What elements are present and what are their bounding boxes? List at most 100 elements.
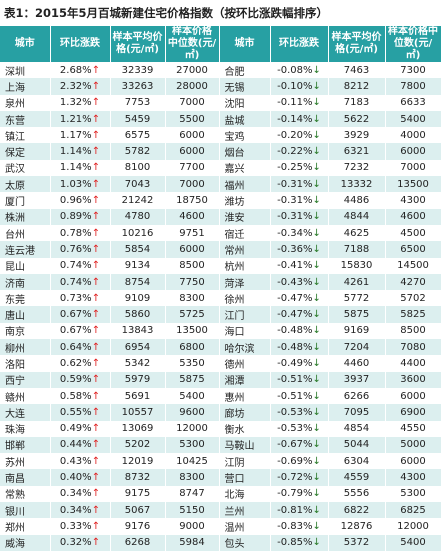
change-cell: 0.76%↑ — [50, 241, 111, 258]
change-value: 1.14% — [59, 146, 92, 158]
change-cell: -0.53%↓ — [270, 420, 329, 437]
change-value: 0.73% — [59, 292, 92, 304]
change-arrow: ↑ — [91, 80, 101, 92]
avg-price-cell: 8100 — [110, 159, 166, 177]
avg-price-cell: 6304 — [328, 453, 386, 470]
median-price-cell: 18750 — [165, 192, 220, 209]
city-cell: 邯郸 — [0, 436, 51, 454]
city-cell: 武汉 — [0, 159, 51, 177]
table-row: 威海 0.32%↑ 6268 5984 包头 -0.85%↓ 5372 5400 — [0, 534, 441, 551]
change-arrow: ↑ — [91, 488, 101, 500]
median-price-cell: 7000 — [165, 176, 220, 193]
change-cell: -0.67%↓ — [270, 436, 329, 454]
table-row: 镇江 1.17%↑ 6575 6000 宝鸡 -0.20%↓ 3929 4000 — [0, 127, 441, 144]
change-arrow: ↑ — [91, 390, 101, 402]
median-price-cell: 7750 — [165, 273, 220, 291]
city-cell: 东营 — [0, 110, 51, 128]
median-price-cell: 6000 — [385, 387, 441, 405]
change-cell: 1.14%↑ — [50, 143, 111, 160]
change-cell: 2.32%↑ — [50, 78, 111, 95]
change-arrow: ↓ — [312, 504, 321, 516]
change-cell: 0.62%↑ — [50, 355, 111, 372]
avg-price-cell: 4854 — [328, 420, 386, 437]
change-cell: -0.69%↓ — [270, 453, 329, 470]
avg-price-cell: 8754 — [110, 273, 166, 291]
change-cell: 2.68%↑ — [50, 62, 111, 79]
city-cell: 江阴 — [219, 453, 271, 470]
avg-price-cell: 9175 — [110, 485, 166, 503]
city-cell: 海口 — [219, 322, 271, 340]
change-value: 0.78% — [59, 227, 92, 239]
change-cell: -0.53%↓ — [270, 404, 329, 421]
city-cell: 济南 — [0, 273, 51, 291]
change-cell: -0.31%↓ — [270, 176, 329, 193]
change-cell: 0.40%↑ — [50, 469, 111, 486]
city-cell: 台州 — [0, 224, 51, 242]
change-value: -0.43% — [277, 276, 313, 288]
city-cell: 柳州 — [0, 339, 51, 356]
change-arrow: ↑ — [91, 243, 101, 255]
change-cell: 0.49%↑ — [50, 420, 111, 437]
change-value: 0.67% — [59, 309, 92, 321]
change-cell: 0.55%↑ — [50, 404, 111, 421]
change-cell: -0.47%↓ — [270, 306, 329, 323]
city-cell: 潍坊 — [219, 192, 271, 209]
median-price-cell: 4000 — [385, 127, 441, 144]
table-row: 常熟 0.34%↑ 9175 8747 北海 -0.79%↓ 5556 5300 — [0, 485, 441, 503]
table-row: 厦门 0.96%↑ 21242 18750 潍坊 -0.31%↓ 4486 4300 — [0, 192, 441, 209]
change-arrow: ↓ — [312, 195, 321, 207]
change-cell: 0.67%↑ — [50, 306, 111, 323]
table-row: 唐山 0.67%↑ 5860 5725 江门 -0.47%↓ 5875 5825 — [0, 306, 441, 323]
table-row: 珠海 0.49%↑ 13069 12000 衡水 -0.53%↓ 4854 4550 — [0, 420, 441, 437]
city-cell: 郑州 — [0, 518, 51, 535]
change-value: -0.31% — [277, 195, 313, 207]
change-arrow: ↑ — [91, 113, 101, 125]
change-arrow: ↑ — [91, 292, 101, 304]
city-cell: 唐山 — [0, 306, 51, 323]
change-arrow: ↓ — [312, 488, 321, 500]
header-cell: 环比涨跌 — [270, 26, 329, 62]
change-arrow: ↑ — [91, 178, 101, 190]
change-arrow: ↑ — [91, 325, 101, 337]
change-cell: 0.43%↑ — [50, 453, 111, 470]
title: 表1：2015年5月百城新建住宅价格指数（按环比涨跌幅排序） — [4, 6, 329, 20]
change-arrow: ↑ — [91, 341, 101, 353]
avg-price-cell: 5067 — [110, 502, 166, 519]
avg-price-cell: 10557 — [110, 404, 166, 421]
avg-price-cell: 7753 — [110, 94, 166, 111]
change-value: 0.62% — [59, 357, 92, 369]
change-cell: -0.85%↓ — [270, 534, 329, 551]
change-arrow: ↑ — [91, 537, 101, 549]
city-cell: 赣州 — [0, 387, 51, 405]
median-price-cell: 28000 — [165, 78, 220, 95]
avg-price-cell: 9169 — [328, 322, 386, 340]
city-cell: 深圳 — [0, 62, 51, 79]
table-row: 柳州 0.64%↑ 6954 6800 哈尔滨 -0.48%↓ 7204 7080 — [0, 339, 441, 356]
change-arrow: ↑ — [91, 129, 101, 141]
table-row: 大连 0.55%↑ 10557 9600 廊坊 -0.53%↓ 7095 6900 — [0, 404, 441, 421]
median-price-cell: 4400 — [385, 355, 441, 372]
avg-price-cell: 4460 — [328, 355, 386, 372]
avg-price-cell: 4625 — [328, 224, 386, 242]
change-cell: -0.48%↓ — [270, 339, 329, 356]
change-cell: -0.11%↓ — [270, 94, 329, 111]
change-value: -0.08% — [277, 64, 313, 76]
city-cell: 上海 — [0, 78, 51, 95]
city-cell: 威海 — [0, 534, 51, 551]
table-row: 洛阳 0.62%↑ 5342 5350 德州 -0.49%↓ 4460 4400 — [0, 355, 441, 372]
median-price-cell: 3600 — [385, 371, 441, 388]
change-arrow: ↓ — [312, 113, 321, 125]
change-arrow: ↓ — [312, 227, 321, 239]
change-cell: 1.14%↑ — [50, 159, 111, 177]
change-cell: -0.43%↓ — [270, 273, 329, 291]
city-cell: 兰州 — [219, 502, 271, 519]
change-value: 0.76% — [59, 243, 92, 255]
price-table: 城市 环比涨跌 样本平均价格(元/㎡) 样本价格中位数(元/㎡) 城市 环比涨跌 样本平均价… — [0, 26, 441, 551]
median-price-cell: 7300 — [385, 62, 441, 79]
change-cell: 0.96%↑ — [50, 192, 111, 209]
change-cell: -0.41%↓ — [270, 257, 329, 274]
avg-price-cell: 21242 — [110, 192, 166, 209]
avg-price-cell: 3937 — [328, 371, 386, 388]
change-value: -0.48% — [277, 325, 313, 337]
city-cell: 温州 — [219, 518, 271, 535]
